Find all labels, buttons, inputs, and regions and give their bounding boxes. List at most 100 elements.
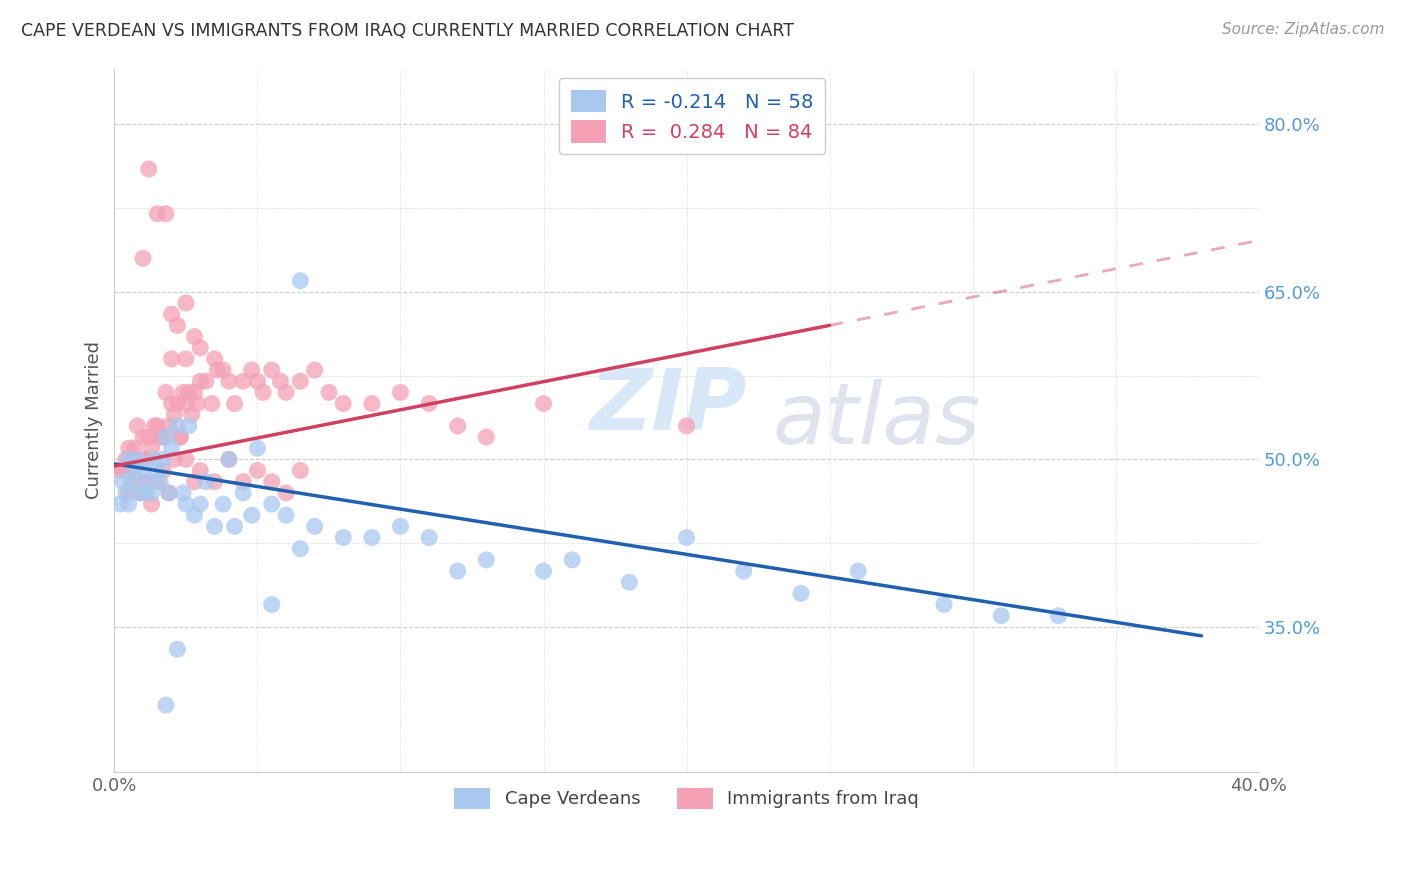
Point — [160, 307, 183, 321]
Point — [135, 486, 157, 500]
Point — [152, 430, 174, 444]
Point — [174, 396, 197, 410]
Point — [204, 351, 226, 366]
Point — [207, 363, 229, 377]
Point — [204, 475, 226, 489]
Point — [232, 486, 254, 500]
Point — [152, 452, 174, 467]
Point — [155, 207, 177, 221]
Point — [389, 519, 412, 533]
Point — [118, 497, 141, 511]
Point — [475, 553, 498, 567]
Legend: Cape Verdeans, Immigrants from Iraq: Cape Verdeans, Immigrants from Iraq — [447, 780, 927, 816]
Point — [290, 274, 312, 288]
Text: atlas: atlas — [772, 379, 980, 462]
Point — [118, 452, 141, 467]
Point — [152, 464, 174, 478]
Point — [1047, 608, 1070, 623]
Point — [174, 497, 197, 511]
Point — [174, 296, 197, 310]
Point — [204, 519, 226, 533]
Point — [194, 374, 217, 388]
Point — [269, 374, 291, 388]
Point — [118, 486, 141, 500]
Point — [160, 396, 183, 410]
Point — [290, 541, 312, 556]
Point — [224, 396, 246, 410]
Point — [212, 497, 235, 511]
Point — [533, 396, 555, 410]
Point — [118, 464, 141, 478]
Point — [932, 598, 955, 612]
Point — [132, 252, 155, 266]
Point — [146, 464, 169, 478]
Point — [218, 452, 240, 467]
Point — [160, 351, 183, 366]
Point — [475, 430, 498, 444]
Point — [246, 441, 269, 455]
Point — [790, 586, 813, 600]
Text: ZIP: ZIP — [589, 365, 747, 448]
Point — [260, 598, 283, 612]
Point — [157, 418, 180, 433]
Text: Source: ZipAtlas.com: Source: ZipAtlas.com — [1222, 22, 1385, 37]
Point — [418, 531, 440, 545]
Point — [132, 430, 155, 444]
Point — [274, 508, 297, 523]
Text: CAPE VERDEAN VS IMMIGRANTS FROM IRAQ CURRENTLY MARRIED CORRELATION CHART: CAPE VERDEAN VS IMMIGRANTS FROM IRAQ CUR… — [21, 22, 794, 40]
Point — [332, 396, 354, 410]
Point — [188, 374, 211, 388]
Point — [389, 385, 412, 400]
Point — [360, 396, 382, 410]
Point — [166, 642, 188, 657]
Point — [675, 531, 697, 545]
Point — [418, 396, 440, 410]
Point — [846, 564, 869, 578]
Point — [990, 608, 1012, 623]
Point — [129, 486, 152, 500]
Point — [260, 475, 283, 489]
Point — [186, 396, 208, 410]
Point — [141, 497, 163, 511]
Point — [188, 497, 211, 511]
Point — [174, 452, 197, 467]
Point — [274, 486, 297, 500]
Point — [160, 441, 183, 455]
Point — [166, 318, 188, 333]
Point — [138, 161, 160, 176]
Point — [188, 464, 211, 478]
Point — [188, 341, 211, 355]
Point — [533, 564, 555, 578]
Point — [118, 441, 141, 455]
Point — [252, 385, 274, 400]
Point — [260, 363, 283, 377]
Point — [194, 475, 217, 489]
Point — [138, 430, 160, 444]
Point — [304, 363, 326, 377]
Point — [127, 418, 149, 433]
Point — [124, 464, 146, 478]
Point — [177, 418, 200, 433]
Point — [135, 475, 157, 489]
Point — [121, 452, 143, 467]
Point — [163, 408, 186, 422]
Point — [224, 519, 246, 533]
Point — [143, 452, 166, 467]
Point — [232, 374, 254, 388]
Point — [157, 486, 180, 500]
Point — [163, 452, 186, 467]
Point — [619, 575, 641, 590]
Point — [332, 531, 354, 545]
Point — [183, 385, 205, 400]
Point — [127, 452, 149, 467]
Point — [155, 385, 177, 400]
Point — [146, 418, 169, 433]
Point — [304, 519, 326, 533]
Point — [129, 486, 152, 500]
Point — [183, 508, 205, 523]
Point — [183, 329, 205, 343]
Point — [240, 363, 263, 377]
Point — [121, 475, 143, 489]
Point — [218, 374, 240, 388]
Point — [141, 441, 163, 455]
